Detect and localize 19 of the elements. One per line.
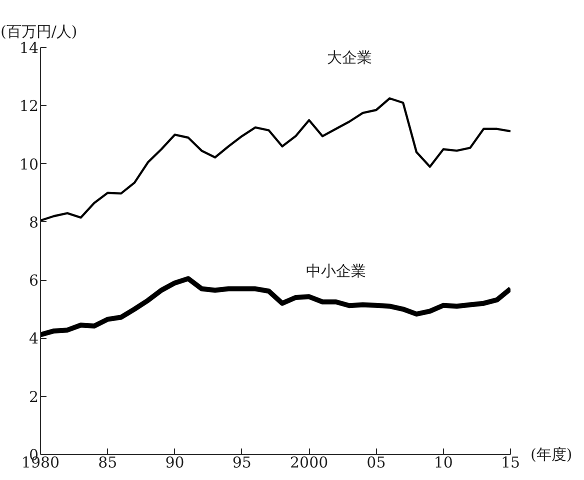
y-tick-label: 10 <box>19 155 39 174</box>
text: 大企業 <box>326 48 372 67</box>
y-tick-label: 8 <box>28 213 39 232</box>
series-label: 中小企業 <box>306 262 366 280</box>
line-series <box>40 97 510 222</box>
x-tick-label: 2000 <box>290 454 328 472</box>
x-tick-label: 15 <box>500 454 520 472</box>
x-tick-label: 90 <box>165 454 184 472</box>
x-axis-title: (年度) <box>530 446 572 464</box>
x-tick-label: 05 <box>366 454 386 472</box>
y-tick-label: 12 <box>19 97 39 116</box>
y-tick-label: 4 <box>28 330 39 348</box>
x-tick-label: 85 <box>98 454 118 472</box>
y-axis-title: (百万円/人) <box>0 22 78 40</box>
y-tick-label: 2 <box>28 388 39 406</box>
y-tick-label: 6 <box>28 272 39 290</box>
y-tick-label: 14 <box>19 39 39 57</box>
x-tick-label: 95 <box>232 454 252 472</box>
x-tick-label: 10 <box>434 454 453 472</box>
